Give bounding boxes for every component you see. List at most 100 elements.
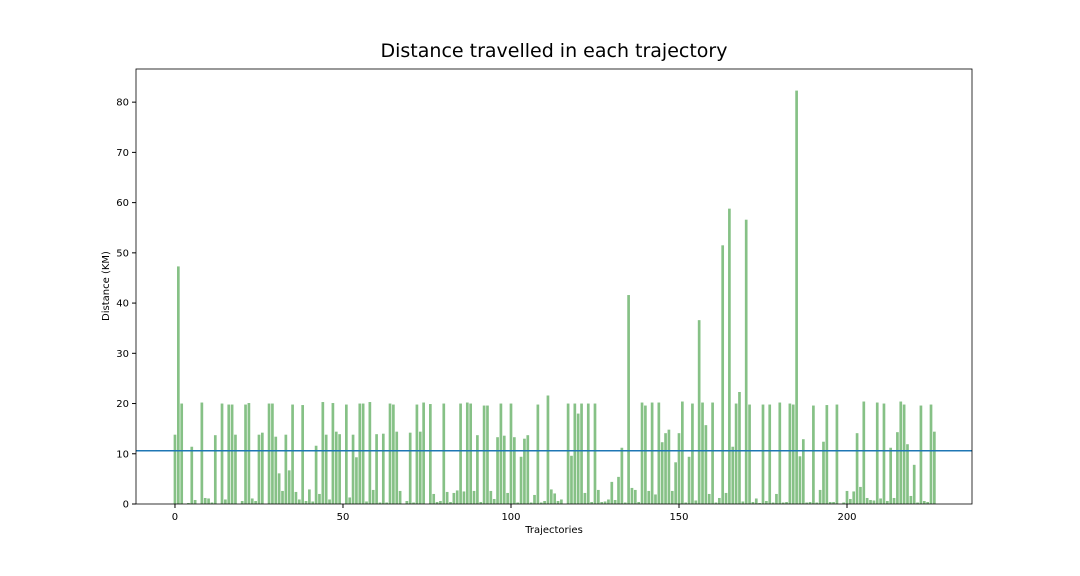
bar bbox=[637, 501, 641, 504]
bar bbox=[657, 402, 661, 504]
y-tick-label: 50 bbox=[116, 248, 129, 259]
bar bbox=[301, 405, 305, 504]
bar bbox=[697, 320, 701, 504]
bar bbox=[731, 446, 735, 504]
bar bbox=[277, 473, 281, 504]
bar bbox=[311, 501, 315, 504]
bar bbox=[395, 431, 399, 504]
bar bbox=[291, 404, 294, 504]
bar bbox=[812, 405, 815, 504]
bar bbox=[630, 487, 634, 504]
bar bbox=[207, 498, 210, 504]
bar bbox=[906, 444, 909, 504]
x-tick-label: 150 bbox=[669, 512, 688, 523]
bar bbox=[190, 446, 194, 504]
bar bbox=[371, 489, 375, 504]
bar bbox=[627, 295, 630, 504]
bar bbox=[882, 403, 886, 504]
bar bbox=[476, 435, 479, 504]
bar bbox=[822, 441, 825, 504]
bar bbox=[227, 404, 231, 504]
bar bbox=[442, 403, 446, 504]
bar bbox=[701, 402, 704, 504]
bar bbox=[607, 499, 610, 504]
bar bbox=[482, 405, 486, 504]
bar bbox=[714, 502, 718, 504]
bar bbox=[513, 437, 516, 504]
bar bbox=[351, 434, 355, 504]
bar bbox=[681, 401, 684, 504]
y-tick-label: 30 bbox=[116, 349, 129, 360]
bar bbox=[633, 489, 637, 504]
bar bbox=[445, 491, 449, 504]
bar bbox=[788, 403, 792, 504]
bar bbox=[240, 500, 244, 504]
bar bbox=[318, 493, 321, 504]
bar bbox=[388, 403, 392, 504]
bar bbox=[193, 499, 197, 504]
bar bbox=[479, 501, 483, 504]
bar bbox=[600, 501, 604, 504]
bar bbox=[267, 403, 271, 504]
bar bbox=[889, 447, 893, 504]
bar bbox=[620, 447, 624, 504]
bar bbox=[361, 403, 365, 504]
bar bbox=[912, 464, 916, 504]
bar bbox=[909, 495, 913, 504]
bar bbox=[849, 498, 852, 504]
y-tick-label: 40 bbox=[116, 299, 129, 310]
bar bbox=[271, 403, 274, 504]
bar bbox=[687, 456, 691, 504]
bar bbox=[187, 502, 190, 504]
bar bbox=[922, 500, 926, 504]
bar bbox=[586, 403, 590, 504]
bar bbox=[798, 456, 802, 504]
y-tick-label: 60 bbox=[116, 198, 129, 209]
bar bbox=[260, 432, 264, 504]
bar bbox=[691, 403, 694, 504]
bar bbox=[613, 499, 617, 504]
x-tick-label: 100 bbox=[501, 512, 520, 523]
bar bbox=[744, 219, 748, 504]
bar bbox=[570, 455, 573, 504]
bar bbox=[828, 501, 832, 504]
bar bbox=[523, 438, 526, 504]
bar bbox=[355, 457, 358, 504]
bar bbox=[549, 489, 553, 504]
bar bbox=[805, 502, 809, 504]
bar bbox=[717, 497, 721, 504]
bar bbox=[469, 403, 473, 504]
bar bbox=[899, 401, 903, 504]
bar bbox=[502, 435, 506, 504]
bar bbox=[885, 500, 889, 504]
bar bbox=[247, 403, 251, 504]
y-tick-label: 20 bbox=[116, 399, 129, 410]
bar bbox=[862, 401, 866, 504]
bar bbox=[415, 404, 419, 504]
bar bbox=[919, 405, 923, 504]
bar bbox=[274, 436, 278, 504]
bar bbox=[738, 391, 741, 504]
bar bbox=[926, 501, 929, 504]
bar bbox=[176, 266, 180, 504]
bar bbox=[405, 500, 409, 504]
bar bbox=[902, 404, 906, 504]
bar bbox=[304, 500, 308, 504]
bar bbox=[667, 429, 671, 504]
bar bbox=[869, 499, 872, 504]
bar bbox=[929, 404, 933, 504]
bar bbox=[704, 425, 708, 504]
bar bbox=[590, 501, 593, 504]
bar bbox=[492, 498, 496, 504]
bar bbox=[781, 502, 785, 504]
bar bbox=[418, 431, 422, 504]
x-axis-label: Trajectories bbox=[524, 525, 583, 536]
bar bbox=[785, 501, 788, 504]
bar bbox=[529, 502, 533, 504]
bar bbox=[644, 405, 647, 504]
bar bbox=[452, 492, 456, 504]
bar bbox=[660, 442, 664, 504]
bar bbox=[509, 403, 513, 504]
bar bbox=[768, 404, 772, 504]
bar bbox=[556, 500, 560, 504]
